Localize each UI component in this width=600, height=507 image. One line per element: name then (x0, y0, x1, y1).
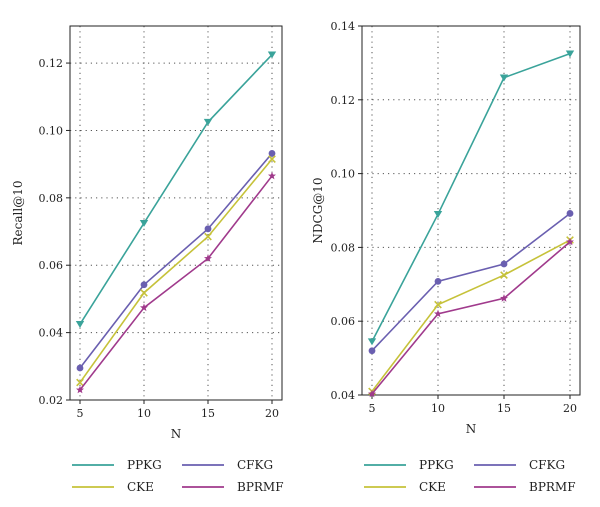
legend-label-cke: CKE (419, 480, 446, 494)
point-cfkg-10 (140, 281, 148, 289)
legend-item-cfkg: CFKG (182, 458, 273, 472)
x-tick-label: 20 (563, 402, 577, 415)
legend-label-ppkg: PPKG (127, 458, 162, 472)
point-ppkg-20 (565, 50, 575, 58)
legend-label-bprmf: BPRMF (529, 480, 576, 494)
point-cke-10 (140, 288, 148, 297)
y-tick-label: 0.10 (39, 124, 64, 137)
legend-left: PPKG CFKG CKE BPRMF (72, 458, 284, 494)
point-bprmf-15 (500, 294, 508, 302)
y-axis-label: NDCG@10 (311, 177, 325, 243)
legend-label-cfkg: CFKG (529, 458, 565, 472)
point-cfkg-5 (76, 364, 84, 372)
x-tick-label: 15 (497, 402, 511, 415)
series-ppkg (75, 51, 277, 328)
point-cke-15 (204, 232, 212, 241)
series-line-bprmf (79, 175, 273, 391)
point-ppkg-5 (75, 321, 85, 328)
series-ppkg (367, 50, 575, 346)
legend-item-bprmf: BPRMF (182, 480, 284, 494)
legend-right: PPKG CFKG CKE BPRMF (364, 458, 576, 494)
legend-label-cke: CKE (127, 480, 154, 494)
series-bprmf (76, 171, 276, 394)
point-ppkg-15 (499, 74, 509, 82)
y-axis-label: Recall@10 (11, 181, 25, 246)
series-line-ppkg (79, 54, 273, 325)
y-tick-label: 0.08 (39, 192, 64, 205)
y-tick-label: 0.14 (331, 20, 356, 33)
legend-item-cfkg: CFKG (474, 458, 565, 472)
x-tick-label: 5 (369, 402, 376, 415)
point-cfkg-20 (268, 149, 276, 157)
ndcg-chart: 5 10 15 20 0.04 0.06 0.08 0.10 0.12 0.14 N NDCG@10 (311, 20, 581, 436)
point-ppkg-20 (267, 51, 277, 59)
legend-item-ppkg: PPKG (72, 458, 162, 472)
series-cke (368, 236, 574, 396)
legend-label-ppkg: PPKG (419, 458, 454, 472)
point-bprmf-10 (140, 303, 148, 312)
point-bprmf-5 (76, 385, 84, 394)
legend-label-bprmf: BPRMF (237, 480, 284, 494)
x-tick-label: 5 (77, 407, 84, 420)
y-tick-label: 0.04 (39, 327, 64, 340)
point-bprmf-10 (434, 309, 442, 318)
legend-item-bprmf: BPRMF (474, 480, 576, 494)
x-tick-label: 20 (265, 407, 279, 420)
point-ppkg-5 (367, 338, 377, 346)
point-cfkg-15 (204, 225, 212, 233)
y-tick-label: 0.06 (39, 259, 64, 272)
y-tick-label: 0.10 (331, 168, 356, 181)
point-cke-20 (268, 155, 276, 163)
point-ppkg-15 (203, 118, 213, 126)
legend-item-cke: CKE (72, 480, 154, 494)
point-ppkg-10 (139, 219, 149, 227)
point-ppkg-10 (433, 211, 443, 218)
axes-frame (361, 25, 581, 396)
point-cke-10 (434, 300, 442, 309)
point-bprmf-20 (566, 237, 574, 246)
point-cke-15 (500, 271, 508, 279)
series-line-cfkg (371, 212, 571, 352)
legend-item-cke: CKE (364, 480, 446, 494)
x-axis-label: N (171, 427, 182, 441)
y-tick-label: 0.12 (39, 57, 64, 70)
axes-frame (69, 25, 283, 401)
legend-label-cfkg: CFKG (237, 458, 273, 472)
series-line-cke (371, 239, 571, 392)
point-cke-5 (76, 378, 84, 387)
x-tick-label: 10 (137, 407, 151, 420)
recall-chart: 5 10 15 20 0.02 0.04 0.06 0.08 0.10 0.12 N Recall@1… (11, 25, 283, 441)
series-line-cke (79, 158, 273, 383)
y-tick-label: 0.04 (331, 389, 356, 402)
point-bprmf-15 (204, 254, 212, 262)
point-cfkg-20 (566, 210, 574, 217)
x-axis-label: N (466, 422, 477, 436)
series-cfkg (76, 149, 276, 372)
y-tick-label: 0.06 (331, 315, 356, 328)
point-cfkg-15 (500, 260, 508, 268)
y-tick-label: 0.08 (331, 241, 356, 254)
x-tick-label: 10 (431, 402, 445, 415)
y-tick-label: 0.12 (331, 94, 356, 107)
series-cfkg (368, 210, 574, 355)
x-tick-label: 15 (201, 407, 215, 420)
point-cfkg-5 (368, 347, 376, 355)
series-line-bprmf (371, 241, 571, 395)
point-bprmf-5 (368, 389, 376, 398)
series-cke (76, 155, 276, 387)
point-cfkg-10 (434, 277, 442, 285)
y-tick-label: 0.02 (39, 394, 64, 407)
legend-item-ppkg: PPKG (364, 458, 454, 472)
series-line-ppkg (371, 52, 571, 342)
series-line-cfkg (79, 152, 273, 369)
point-bprmf-20 (268, 171, 276, 180)
series-bprmf (368, 237, 574, 398)
